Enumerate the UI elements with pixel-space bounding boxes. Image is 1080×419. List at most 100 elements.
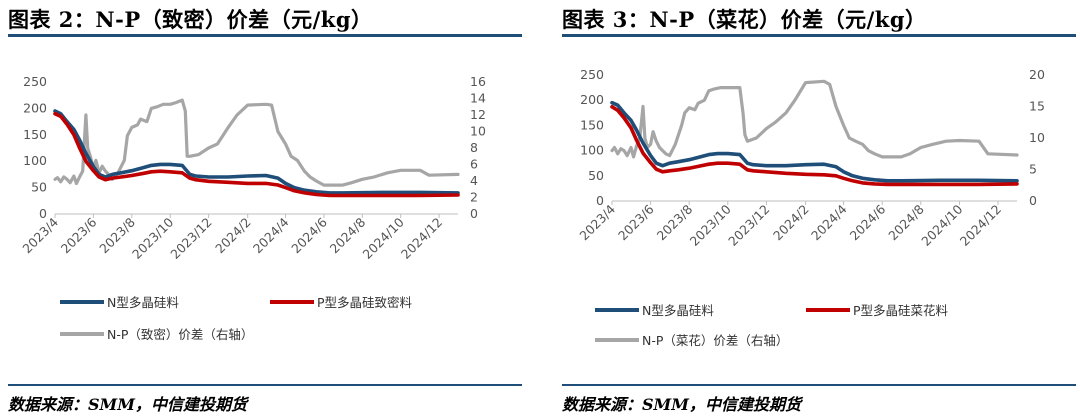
y-right-tick: 6 bbox=[470, 157, 478, 172]
y-right-tick-label: 2 bbox=[470, 190, 478, 205]
legend-label: N-P（菜花）价差（右轴） bbox=[642, 333, 788, 348]
x-tick: 2023/10 bbox=[687, 201, 734, 248]
y-left-tick: 100 bbox=[580, 143, 604, 158]
y-right-tick-label: 14 bbox=[470, 91, 486, 106]
x-tick-label: 2024/10 bbox=[918, 201, 965, 248]
data-source: 数据来源：SMM，中信建投期货 bbox=[8, 395, 247, 414]
y-left-tick: 150 bbox=[580, 117, 604, 132]
y-right-tick-label: 10 bbox=[1029, 130, 1045, 145]
x-tick-label: 2024/10 bbox=[359, 214, 406, 261]
y-left-tick-label: 100 bbox=[23, 153, 47, 168]
x-tick-label: 2024/2 bbox=[212, 215, 254, 257]
x-tick: 2024/10 bbox=[359, 214, 406, 261]
y-right-tick-label: 20 bbox=[1029, 67, 1045, 82]
title-divider bbox=[8, 34, 522, 37]
y-left-tick-label: 200 bbox=[23, 100, 47, 115]
y-right-tick: 5 bbox=[1029, 162, 1037, 177]
y-right-tick: 20 bbox=[1029, 67, 1045, 82]
x-tick: 2024/6 bbox=[288, 214, 330, 256]
legend-item: P型多晶硅菜花料 bbox=[806, 303, 949, 318]
y-right-tick: 16 bbox=[470, 74, 486, 89]
y-left-tick-label: 150 bbox=[580, 117, 604, 132]
y-left-tick-label: 50 bbox=[31, 180, 47, 195]
y-right-tick-label: 12 bbox=[470, 107, 486, 122]
y-right-tick-label: 4 bbox=[470, 173, 478, 188]
chart-np-dense: 05010015020025002468101214162023/42023/6… bbox=[19, 74, 486, 342]
legend-item: N-P（致密）价差（右轴） bbox=[60, 327, 253, 342]
series-line-n-type bbox=[610, 100, 1019, 183]
y-right-tick-label: 0 bbox=[1029, 193, 1037, 208]
source-divider bbox=[562, 384, 1076, 386]
y-left-tick: 0 bbox=[39, 206, 47, 221]
chart-title: 图表 3：N-P（菜花）价差（元/kg） bbox=[562, 7, 927, 32]
y-left-tick: 0 bbox=[596, 193, 604, 208]
source-divider bbox=[8, 384, 522, 386]
chart-np-cauliflower: 050100150200250051015202023/42023/62023/… bbox=[576, 67, 1045, 348]
chart-panel-np-dense: 图表 2：N-P（致密）价差（元/kg） 0 50 100 150 200 250 0 2 4 6… bbox=[8, 0, 528, 419]
series-line-spread bbox=[610, 79, 1019, 159]
x-tick-label: 2023/12 bbox=[167, 215, 214, 262]
y-right-tick: 14 bbox=[470, 91, 486, 106]
y-left-tick-label: 0 bbox=[39, 206, 47, 221]
x-tick-label: 2024/4 bbox=[808, 201, 850, 243]
x-tick: 2024/12 bbox=[398, 215, 445, 262]
x-tick: 2023/12 bbox=[725, 202, 772, 249]
y-right-tick-label: 16 bbox=[470, 74, 486, 89]
legend-item: P型多晶硅致密料 bbox=[270, 295, 413, 310]
y-left-tick: 100 bbox=[23, 153, 47, 168]
x-tick: 2023/12 bbox=[167, 215, 214, 262]
legend-label: N型多晶硅料 bbox=[107, 295, 179, 310]
y-left-tick-label: 100 bbox=[580, 143, 604, 158]
y-right-tick-label: 10 bbox=[470, 124, 486, 139]
y-right-tick: 10 bbox=[470, 124, 486, 139]
y-right-tick: 0 bbox=[470, 206, 478, 221]
y-left-tick: 250 bbox=[23, 74, 47, 89]
legend-label: P型多晶硅菜花料 bbox=[853, 303, 949, 318]
x-tick-label: 2024/2 bbox=[770, 202, 812, 244]
y-right-tick-label: 8 bbox=[470, 140, 478, 155]
series-line-spread bbox=[53, 98, 460, 187]
y-left-tick: 50 bbox=[588, 168, 604, 183]
y-left-tick-label: 200 bbox=[580, 92, 604, 107]
x-tick-label: 2023/10 bbox=[687, 201, 734, 248]
x-tick: 2024/2 bbox=[770, 202, 812, 244]
series-line-p-type bbox=[53, 111, 460, 198]
y-right-tick: 0 bbox=[1029, 193, 1037, 208]
series-line-n-type bbox=[53, 109, 460, 195]
chart-title: 图表 2：N-P（致密）价差（元/kg） bbox=[8, 7, 373, 32]
legend-label: P型多晶硅致密料 bbox=[317, 295, 413, 310]
x-tick: 2024/2 bbox=[212, 215, 254, 257]
y-right-tick: 15 bbox=[1029, 99, 1045, 114]
y-right-tick: 10 bbox=[1029, 130, 1045, 145]
y-left-tick-label: 250 bbox=[23, 74, 47, 89]
x-tick-label: 2023/10 bbox=[129, 214, 176, 261]
x-tick-label: 2024/6 bbox=[847, 201, 889, 243]
y-right-tick-label: 15 bbox=[1029, 99, 1045, 114]
y-right-tick-label: 0 bbox=[470, 206, 478, 221]
y-left-tick-label: 150 bbox=[23, 127, 47, 142]
y-left-tick-label: 50 bbox=[588, 168, 604, 183]
series-line-p-type bbox=[610, 105, 1019, 187]
x-tick-label: 2023/6 bbox=[615, 201, 657, 243]
y-right-tick-label: 6 bbox=[470, 157, 478, 172]
y-right-tick: 12 bbox=[470, 107, 486, 122]
legend-label: N型多晶硅料 bbox=[642, 303, 714, 318]
x-tick-label: 2024/4 bbox=[250, 214, 292, 256]
legend-item: N型多晶硅料 bbox=[60, 295, 179, 310]
title-divider bbox=[562, 34, 1076, 37]
x-tick: 2024/12 bbox=[957, 202, 1004, 249]
x-tick: 2024/10 bbox=[918, 201, 965, 248]
legend-item: N型多晶硅料 bbox=[595, 303, 714, 318]
y-left-tick-label: 0 bbox=[596, 193, 604, 208]
legend-label: N-P（致密）价差（右轴） bbox=[107, 327, 253, 342]
x-tick-label: 2024/12 bbox=[957, 202, 1004, 249]
x-tick-label: 2024/12 bbox=[398, 215, 445, 262]
y-right-tick: 4 bbox=[470, 173, 478, 188]
y-left-tick: 200 bbox=[23, 100, 47, 115]
x-tick: 2024/4 bbox=[808, 201, 850, 243]
x-tick: 2023/10 bbox=[129, 214, 176, 261]
x-tick-label: 2023/6 bbox=[58, 214, 100, 256]
y-left-tick-label: 250 bbox=[580, 67, 604, 82]
x-tick-label: 2024/6 bbox=[288, 214, 330, 256]
legend-item: N-P（菜花）价差（右轴） bbox=[595, 333, 788, 348]
